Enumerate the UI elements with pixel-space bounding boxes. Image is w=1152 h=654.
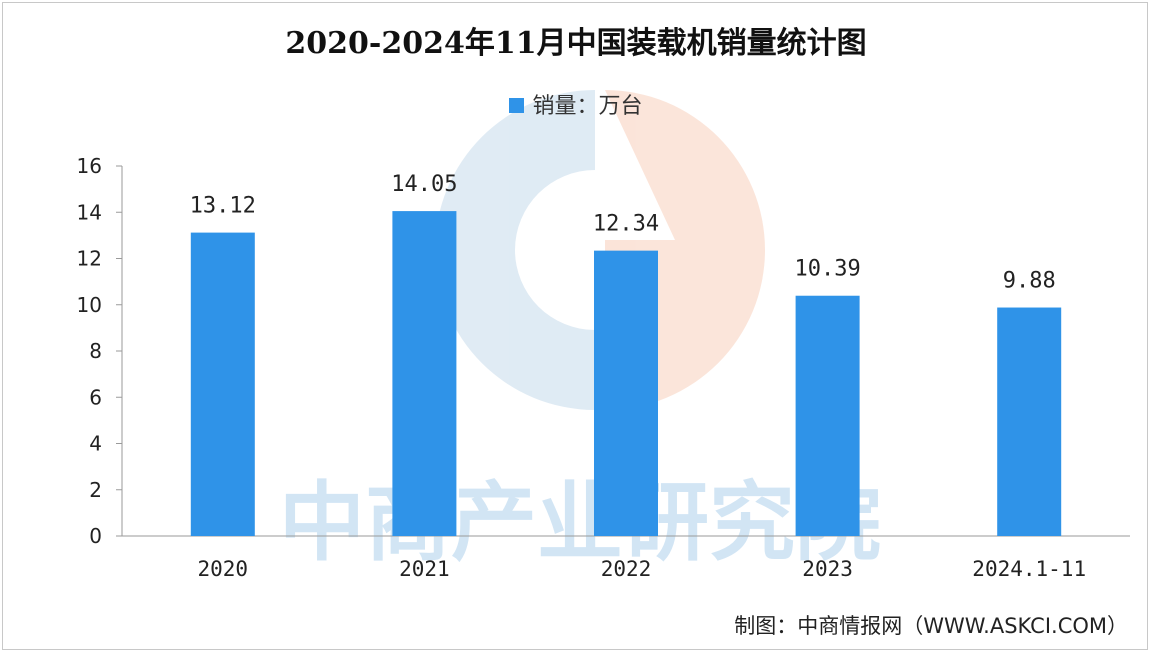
bar: [190, 232, 255, 536]
y-tick-label: 12: [77, 247, 102, 271]
y-tick-label: 16: [77, 154, 102, 178]
data-label: 9.88: [1003, 269, 1056, 294]
x-tick-label: 2022: [601, 557, 652, 581]
bar: [594, 250, 658, 536]
legend-label: 销量：万台: [532, 94, 643, 119]
chart-title: 2020-2024年11月中国装载机销量统计图: [285, 26, 867, 61]
source-credit: 制图：中商情报网（WWW.ASKCI.COM）: [734, 614, 1128, 638]
x-tick-label: 2024.1-11: [972, 557, 1086, 581]
y-tick-label: 2: [89, 478, 102, 502]
watermark-text: 中商产业研究院: [279, 473, 881, 573]
x-tick-label: 2021: [399, 557, 450, 581]
bars: 13.12 2020 14.05 2021 12.34 2022 10.39 2023 9.88…: [190, 172, 1086, 581]
x-tick-label: 2020: [198, 557, 249, 581]
data-label: 14.05: [391, 172, 457, 197]
y-tick-label: 8: [89, 339, 102, 363]
y-tick-label: 14: [77, 200, 102, 224]
bar: [795, 295, 860, 536]
bar: [997, 307, 1062, 536]
y-tick-label: 10: [77, 293, 102, 317]
axes: 0 2 4 6 8 10 12 14 16: [77, 154, 1130, 548]
y-tick-label: 0: [89, 524, 102, 548]
x-tick-label: 2023: [802, 557, 853, 581]
data-label: 10.39: [794, 257, 860, 282]
legend: 销量：万台: [0, 88, 1152, 120]
legend-swatch: [509, 97, 525, 113]
data-label: 13.12: [190, 194, 256, 219]
data-label: 12.34: [593, 212, 659, 237]
y-tick-label: 6: [89, 385, 102, 409]
bar: [392, 211, 457, 536]
y-tick-label: 4: [89, 432, 102, 456]
